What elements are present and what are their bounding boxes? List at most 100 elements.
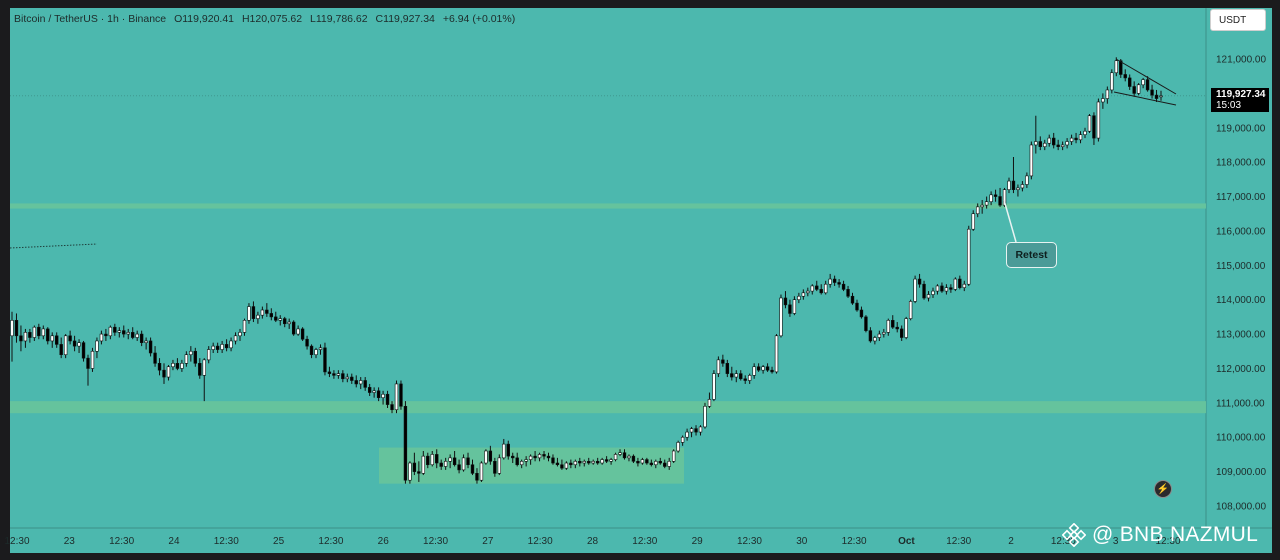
candle-body	[587, 460, 591, 464]
candle-body	[1083, 130, 1087, 135]
candle-body	[1052, 137, 1056, 146]
candle-body	[676, 442, 680, 452]
candle-body	[967, 228, 971, 285]
price-axis-label: 110,000.00	[1216, 433, 1266, 444]
candle-body	[350, 376, 354, 381]
candle-body	[1101, 98, 1105, 103]
candle-body	[139, 333, 144, 343]
candle-body	[457, 464, 461, 471]
candle-body	[1141, 79, 1145, 86]
candle-body	[765, 366, 770, 371]
candle-body	[193, 350, 197, 364]
wedge-upper-line	[1115, 58, 1177, 95]
candle-body	[122, 330, 126, 335]
candle-body	[359, 380, 363, 385]
time-axis-label: 29	[692, 536, 704, 547]
candle-body	[555, 462, 560, 466]
candle-body	[976, 206, 980, 215]
price-axis-label: 111,000.00	[1216, 398, 1265, 409]
time-axis-label: 12:30	[214, 536, 239, 547]
candle-body	[801, 292, 806, 297]
candle-body	[680, 436, 685, 443]
candle-body	[595, 460, 600, 464]
candle-body	[1105, 89, 1110, 99]
binance-logo-icon	[1062, 523, 1086, 547]
candle-body	[229, 340, 233, 349]
candle-body	[184, 354, 189, 364]
candle-body	[247, 306, 251, 321]
candle-body	[251, 306, 256, 319]
candle-body	[1159, 95, 1163, 98]
candle-body	[1002, 189, 1007, 206]
candle-body	[756, 366, 761, 371]
candle-body	[640, 459, 645, 464]
candle-body	[10, 320, 14, 337]
candle-body	[1056, 144, 1060, 147]
candle-body	[747, 375, 752, 381]
time-axis-label: 26	[378, 536, 390, 547]
candle-body	[327, 371, 332, 374]
candle-body	[895, 326, 899, 330]
candle-body	[28, 332, 32, 338]
candle-body	[215, 345, 220, 350]
candle-body	[435, 454, 439, 464]
candle-body	[1016, 187, 1020, 190]
candle-body	[940, 285, 944, 292]
candle-body	[296, 328, 300, 335]
plot-background	[10, 8, 1206, 528]
candle-body	[354, 380, 358, 385]
candle-body	[202, 359, 206, 376]
symbol-title[interactable]: Bitcoin / TetherUS · 1h · Binance	[14, 13, 167, 25]
candle-body	[882, 332, 886, 335]
time-axis-label: 12:30	[842, 536, 867, 547]
candle-body	[900, 328, 904, 338]
candle-body	[1043, 142, 1047, 147]
candle-body	[819, 289, 823, 294]
candle-body	[157, 363, 162, 371]
ohlc-high: H120,075.62	[241, 13, 303, 25]
candle-body	[560, 464, 564, 469]
candle-body	[515, 457, 519, 466]
candle-body	[600, 459, 604, 464]
candle-body	[573, 460, 578, 466]
candle-body	[1114, 60, 1118, 74]
candle-body	[725, 363, 730, 374]
candle-body	[117, 330, 121, 333]
candle-body	[770, 369, 774, 373]
candle-body	[788, 304, 792, 314]
candle-body	[712, 373, 716, 400]
candle-body	[63, 335, 68, 356]
candle-body	[376, 390, 381, 398]
candle-body	[671, 450, 676, 462]
candle-body	[511, 455, 515, 459]
candle-body	[1119, 60, 1123, 75]
retest-pointer	[1003, 199, 1017, 243]
time-axis-background	[10, 528, 1272, 553]
time-axis-label: 12:30	[318, 536, 343, 547]
candle-body	[86, 357, 90, 369]
candle-body	[59, 344, 63, 356]
candle-body	[305, 338, 309, 347]
candle-body	[72, 340, 77, 347]
candle-body	[81, 342, 86, 359]
candle-body	[372, 390, 376, 393]
price-axis-label: 121,000.00	[1216, 55, 1266, 66]
retest-annotation[interactable]: Retest	[1006, 242, 1057, 268]
candle-body	[806, 290, 810, 294]
candle-body	[41, 328, 45, 337]
candle-body	[1047, 137, 1051, 144]
candle-body	[980, 204, 984, 208]
candle-body	[1034, 141, 1038, 146]
candle-body	[774, 335, 779, 373]
time-axis-label: 12:30	[1155, 536, 1180, 547]
lightning-icon[interactable]: ⚡	[1154, 480, 1172, 498]
candle-body	[390, 404, 394, 411]
candle-body	[984, 201, 989, 206]
candle-body	[238, 332, 242, 337]
currency-selector-button[interactable]: USDT	[1210, 9, 1266, 31]
candle-body	[153, 352, 157, 364]
candle-body	[533, 455, 537, 459]
candle-body	[743, 378, 747, 381]
